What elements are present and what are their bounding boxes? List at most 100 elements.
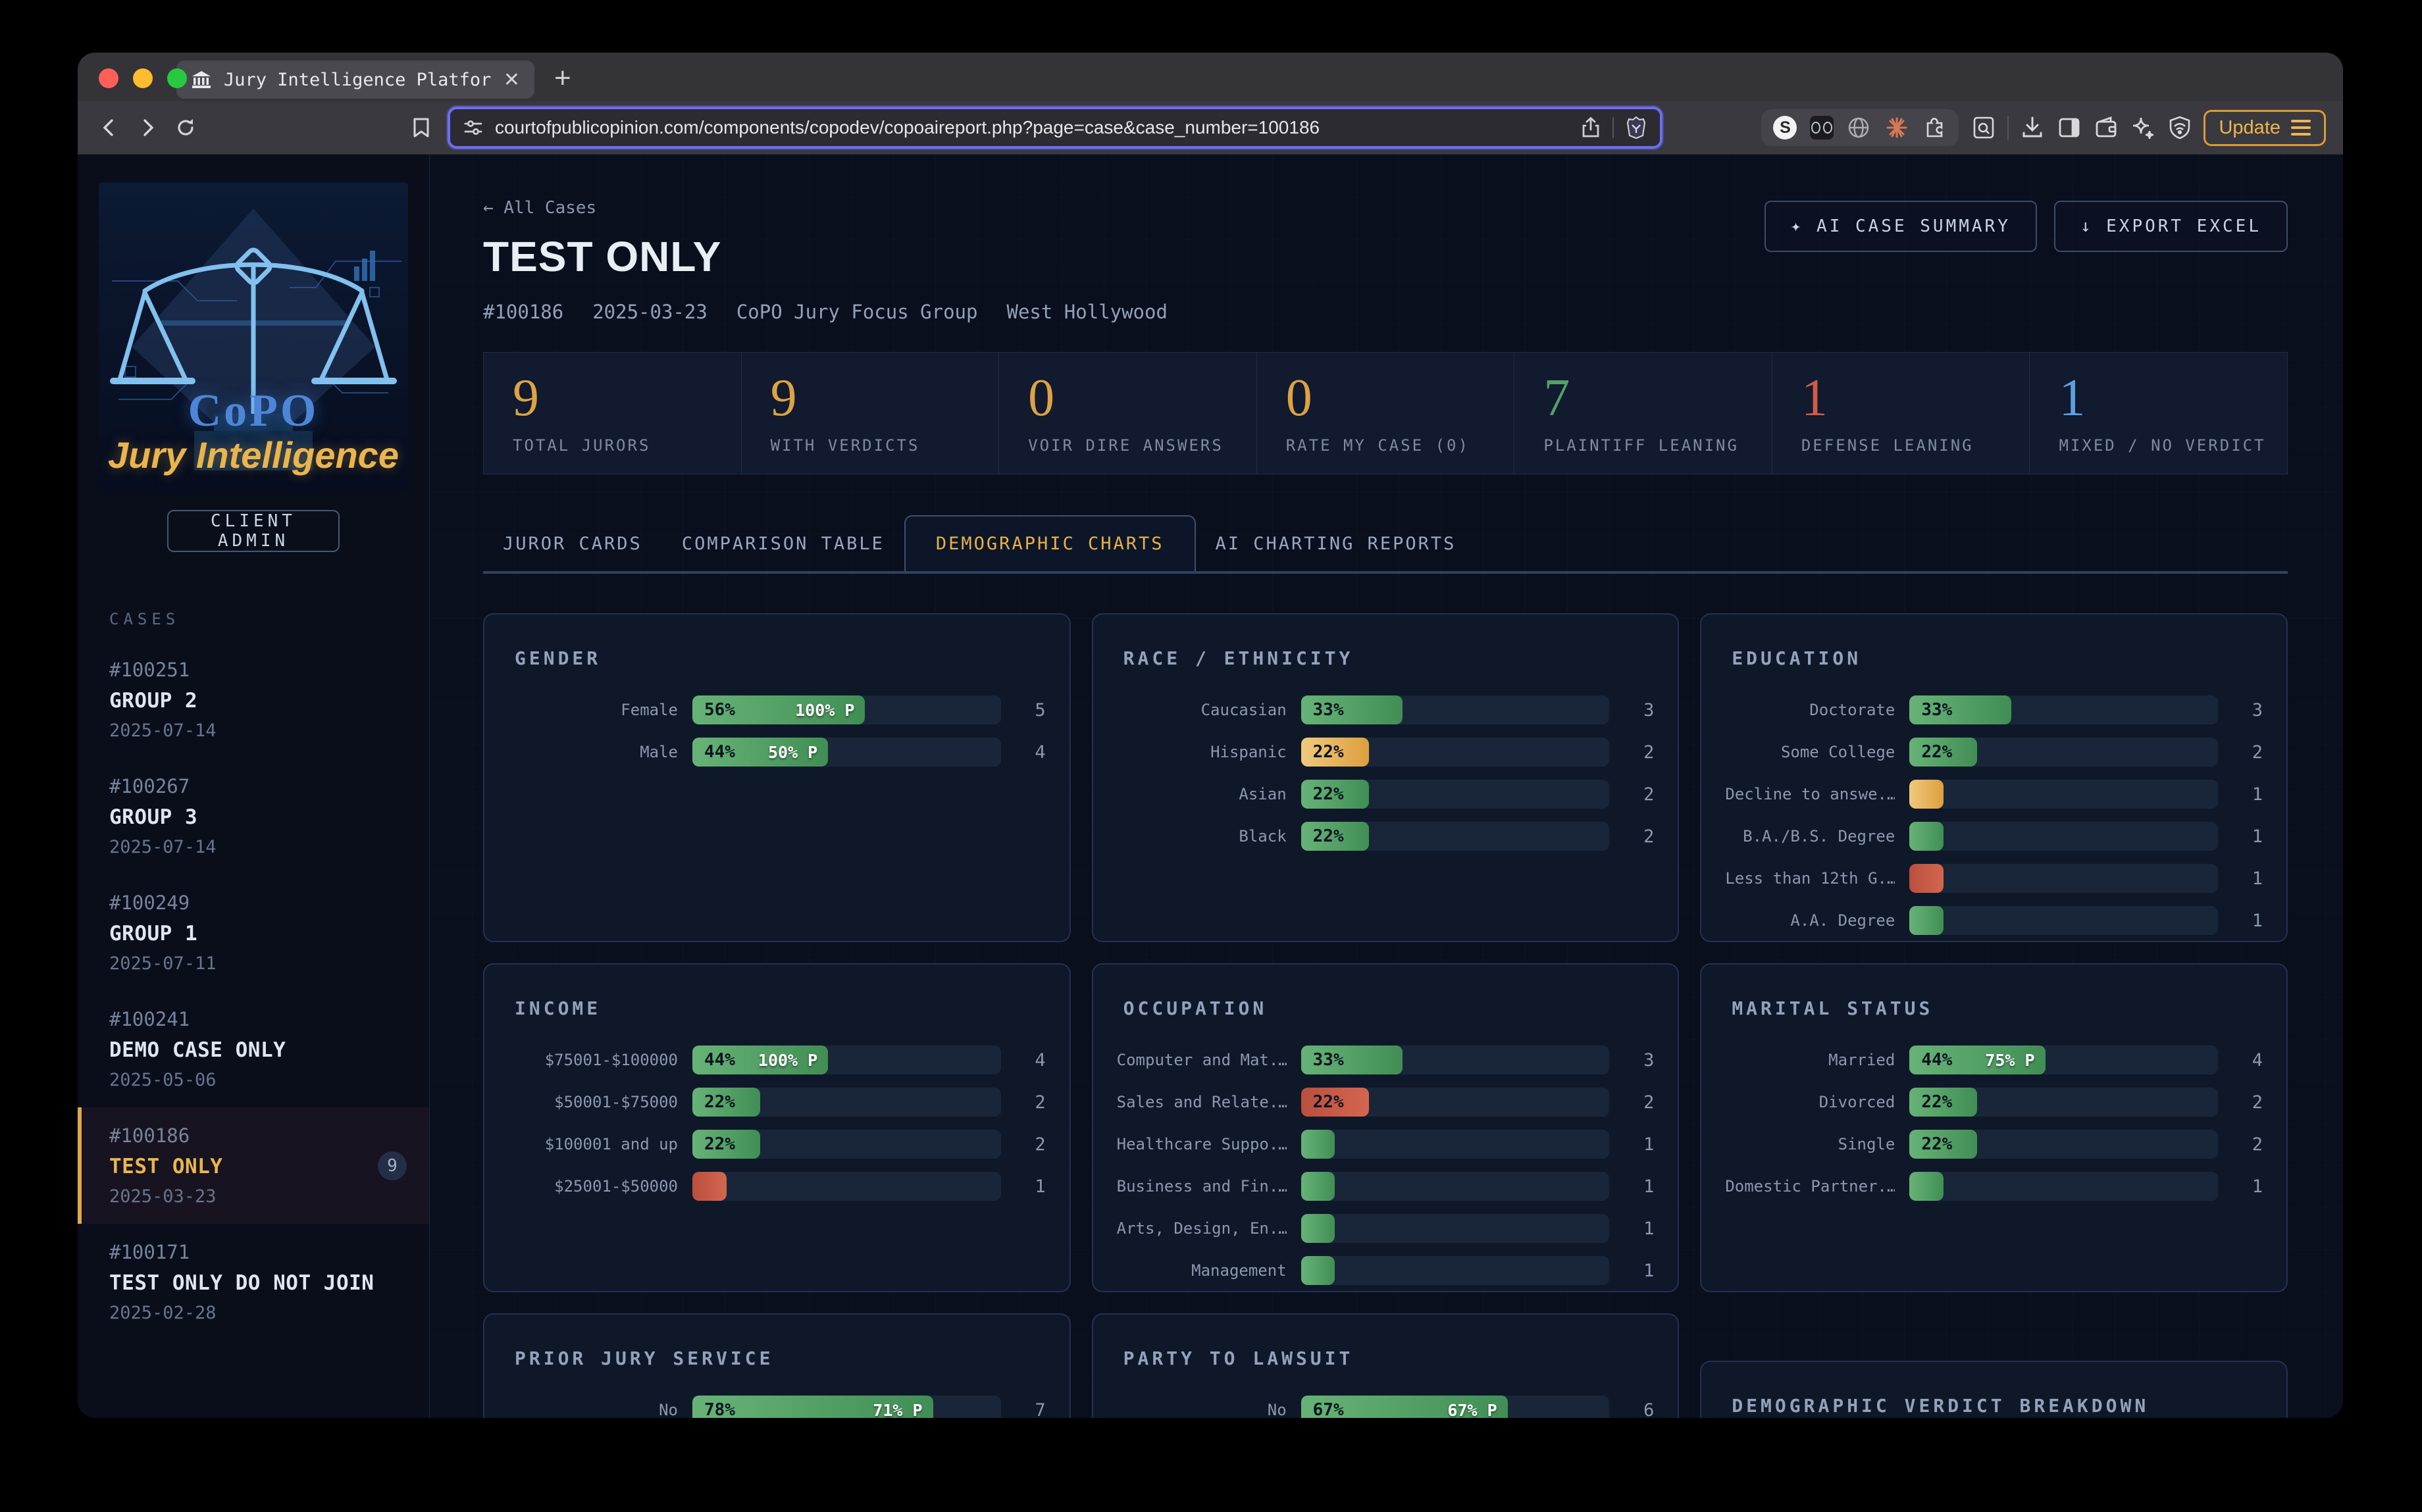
reader-search-icon[interactable] xyxy=(1971,114,1997,141)
chart-bar-row: B.A./B.S. Degree1 xyxy=(1725,822,2263,851)
cases-section-header: CASES xyxy=(109,610,429,628)
bar-fill xyxy=(1909,822,1944,851)
stat-cell: 1DEFENSE LEANING xyxy=(1772,353,2030,474)
bar-percent-text: 33% xyxy=(1301,1050,1344,1070)
zoom-button[interactable] xyxy=(167,68,187,88)
chart-bar-row: Caucasian33%3 xyxy=(1117,695,1655,724)
bar-percent-text: 22% xyxy=(1301,1092,1344,1112)
new-tab-button[interactable]: + xyxy=(554,62,571,95)
bar-fill: 22% xyxy=(1301,738,1369,767)
bar-count: 3 xyxy=(2234,700,2263,720)
tab-ai-charting-reports[interactable]: AI CHARTING REPORTS xyxy=(1196,517,1476,571)
browser-tab[interactable]: Jury Intelligence Platform ✕ xyxy=(176,61,534,99)
url-bar[interactable]: courtofpublicopinion.com/components/copo… xyxy=(448,107,1662,149)
tab-demographic-charts[interactable]: DEMOGRAPHIC CHARTS xyxy=(904,515,1196,571)
bar-label: Asian xyxy=(1117,785,1287,803)
bar-track: 44%50% P xyxy=(692,738,1001,767)
close-button[interactable] xyxy=(99,68,118,88)
share-icon[interactable] xyxy=(1581,116,1601,139)
bar-fill xyxy=(1909,906,1944,935)
bar-label: Caucasian xyxy=(1117,701,1287,719)
site-settings-tune-icon[interactable] xyxy=(463,118,483,138)
reload-icon[interactable] xyxy=(171,113,200,142)
case-meta-item: #100186 xyxy=(483,301,563,323)
case-number: #100267 xyxy=(109,775,409,797)
ai-sparkle-icon[interactable] xyxy=(2130,114,2156,141)
bar-percent-text: 44% xyxy=(692,1050,735,1070)
url-text[interactable]: courtofpublicopinion.com/components/copo… xyxy=(495,117,1569,138)
case-number: #100186 xyxy=(109,1124,409,1147)
forward-icon[interactable] xyxy=(133,113,162,142)
bar-fill xyxy=(1909,1172,1944,1201)
case-list-item[interactable]: #100251GROUP 22025-07-14 xyxy=(78,642,429,758)
minimize-button[interactable] xyxy=(133,68,153,88)
bar-count: 4 xyxy=(1017,1050,1046,1071)
sidebar-panel-icon[interactable] xyxy=(2056,114,2082,141)
extension-owl-icon[interactable] xyxy=(1810,116,1834,139)
brave-lion-icon[interactable] xyxy=(1626,116,1647,139)
stat-cell: 0VOIR DIRE ANSWERS xyxy=(998,353,1256,474)
bar-fill xyxy=(692,1172,727,1201)
url-divider xyxy=(1612,117,1614,138)
case-name: TEST ONLY xyxy=(109,1155,409,1178)
bookmark-icon[interactable] xyxy=(407,113,436,142)
chart-bar-row: Computer and Mat.…33%3 xyxy=(1117,1046,1655,1074)
bar-label: Sales and Relate.… xyxy=(1117,1093,1287,1111)
case-list-item[interactable]: #100241DEMO CASE ONLY2025-05-06 xyxy=(78,991,429,1107)
bar-label: $75001-$100000 xyxy=(508,1051,678,1069)
bar-fill: 22% xyxy=(1301,1088,1369,1117)
download-icon[interactable] xyxy=(2019,114,2046,141)
extension-globe-icon[interactable] xyxy=(1845,114,1872,141)
back-icon[interactable] xyxy=(95,113,124,142)
bar-track: 33% xyxy=(1301,695,1610,724)
case-date: 2025-07-14 xyxy=(109,837,409,857)
logo-brand-text: CoPO xyxy=(99,385,408,438)
bar-percent-text: 56% xyxy=(692,700,735,720)
bar-fill xyxy=(1301,1172,1335,1201)
bar-count: 2 xyxy=(1017,1092,1046,1113)
tab-close-icon[interactable]: ✕ xyxy=(503,68,520,91)
bar-fill: 67%67% P xyxy=(1301,1396,1508,1418)
all-cases-back-link[interactable]: ← All Cases xyxy=(483,198,1168,218)
vpn-shield-icon[interactable] xyxy=(2167,114,2193,141)
bar-label: B.A./B.S. Degree xyxy=(1725,827,1895,845)
case-list-item[interactable]: #100267GROUP 32025-07-14 xyxy=(78,758,429,874)
stat-cell: 7 PLAINTIFF LEANING xyxy=(1514,353,1772,474)
chart-bar-row: $100001 and up22%2 xyxy=(508,1130,1046,1159)
case-meta-item: 2025-03-23 xyxy=(592,301,708,323)
bar-count: 2 xyxy=(1017,1134,1046,1155)
tab-comparison-table[interactable]: COMPARISON TABLE xyxy=(662,517,904,571)
tab-juror-cards[interactable]: JUROR CARDS xyxy=(483,517,662,571)
bar-percent-text: 22% xyxy=(1301,826,1344,846)
cases-list: #100251GROUP 22025-07-14#100267GROUP 320… xyxy=(78,642,429,1340)
bar-track xyxy=(692,1172,1001,1201)
chart-bar-row: Married44%75% P4 xyxy=(1725,1046,2263,1074)
bar-track xyxy=(1909,822,2218,851)
case-list-item[interactable]: #100171TEST ONLY DO NOT JOIN2025-02-28 xyxy=(78,1224,429,1340)
ai-case-summary-button[interactable]: ✦ AI CASE SUMMARY xyxy=(1765,201,2037,252)
chart-card-title: MARITAL STATUS xyxy=(1732,997,2263,1019)
bar-label: Management xyxy=(1117,1261,1287,1280)
extension-puzzle-icon[interactable] xyxy=(1922,114,1948,141)
wallet-icon[interactable] xyxy=(2093,114,2119,141)
bar-label: $50001-$75000 xyxy=(508,1093,678,1111)
bar-track xyxy=(1301,1130,1610,1159)
stat-label: PLAINTIFF LEANING xyxy=(1543,436,1772,455)
stat-value: 7 xyxy=(1543,372,1772,424)
client-admin-button[interactable]: CLIENT ADMIN xyxy=(167,510,340,552)
chart-bar-row: Healthcare Suppo.…1 xyxy=(1117,1130,1655,1159)
extension-s-icon[interactable]: S xyxy=(1772,114,1798,141)
sidebar: CoPO Jury Intelligence CLIENT ADMIN CASE… xyxy=(78,155,430,1418)
bar-track xyxy=(1301,1172,1610,1201)
bar-track xyxy=(1909,864,2218,893)
export-excel-button[interactable]: ↓ EXPORT EXCEL xyxy=(2054,201,2288,252)
chart-bar-row: Male44%50% P4 xyxy=(508,738,1046,767)
extension-starburst-icon[interactable] xyxy=(1884,114,1910,141)
menu-hamburger-icon[interactable] xyxy=(2291,120,2311,136)
case-list-item[interactable]: #100186TEST ONLY2025-03-239 xyxy=(78,1107,429,1224)
chart-card-race-ethnicity: RACE / ETHNICITYCaucasian33%3Hispanic22%… xyxy=(1092,613,1680,942)
app-root: CoPO Jury Intelligence CLIENT ADMIN CASE… xyxy=(78,155,2343,1418)
case-list-item[interactable]: #100249GROUP 12025-07-11 xyxy=(78,874,429,991)
bar-label: Married xyxy=(1725,1051,1895,1069)
update-button[interactable]: Update xyxy=(2203,110,2326,146)
